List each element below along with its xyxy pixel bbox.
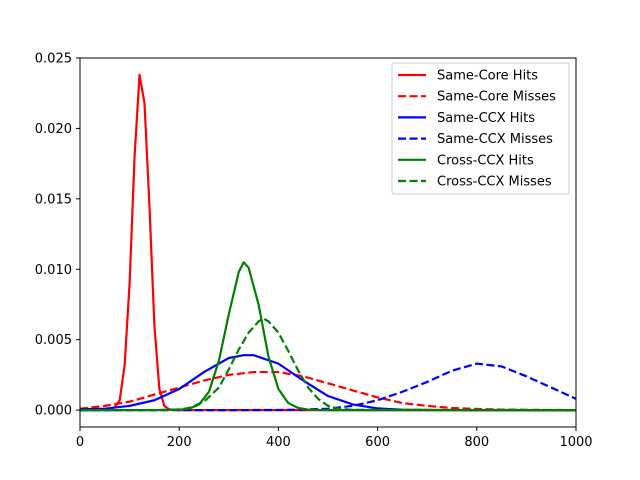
x-tick-label: 1000	[559, 435, 592, 450]
legend-label: Same-Core Misses	[437, 90, 556, 105]
x-tick-label: 400	[266, 435, 291, 450]
y-tick-label: 0.000	[35, 404, 72, 419]
legend-label: Cross-CCX Misses	[437, 175, 552, 190]
series-layer	[80, 73, 576, 412]
y-tick-label: 0.015	[35, 192, 72, 207]
y-tick-label: 0.025	[35, 52, 72, 67]
legend: Same-Core Hits Same-Core Misses Same-CCX H…	[391, 62, 570, 195]
legend-label: Same-CCX Hits	[437, 111, 535, 126]
axes-frame	[79, 57, 577, 428]
y-tick-label: 0.010	[35, 263, 72, 278]
legend-box	[391, 62, 570, 195]
series-line-3	[80, 362, 576, 412]
legend-label: Same-CCX Misses	[437, 132, 553, 147]
legend-label: Cross-CCX Hits	[437, 153, 534, 168]
x-tick-label: 200	[167, 435, 192, 450]
x-tick-label: 800	[464, 435, 489, 450]
y-tick-label: 0.020	[35, 122, 72, 137]
x-tick-label: 600	[365, 435, 390, 450]
series-line-5	[80, 317, 576, 412]
legend-label: Same-Core Hits	[437, 69, 538, 84]
x-tick-label: 0	[76, 435, 84, 450]
axes-layer: 0 200 400 600 800 1000 0.000 0.005 0.010 0.015 0.0…	[35, 52, 593, 451]
y-tick-label: 0.005	[35, 333, 72, 348]
